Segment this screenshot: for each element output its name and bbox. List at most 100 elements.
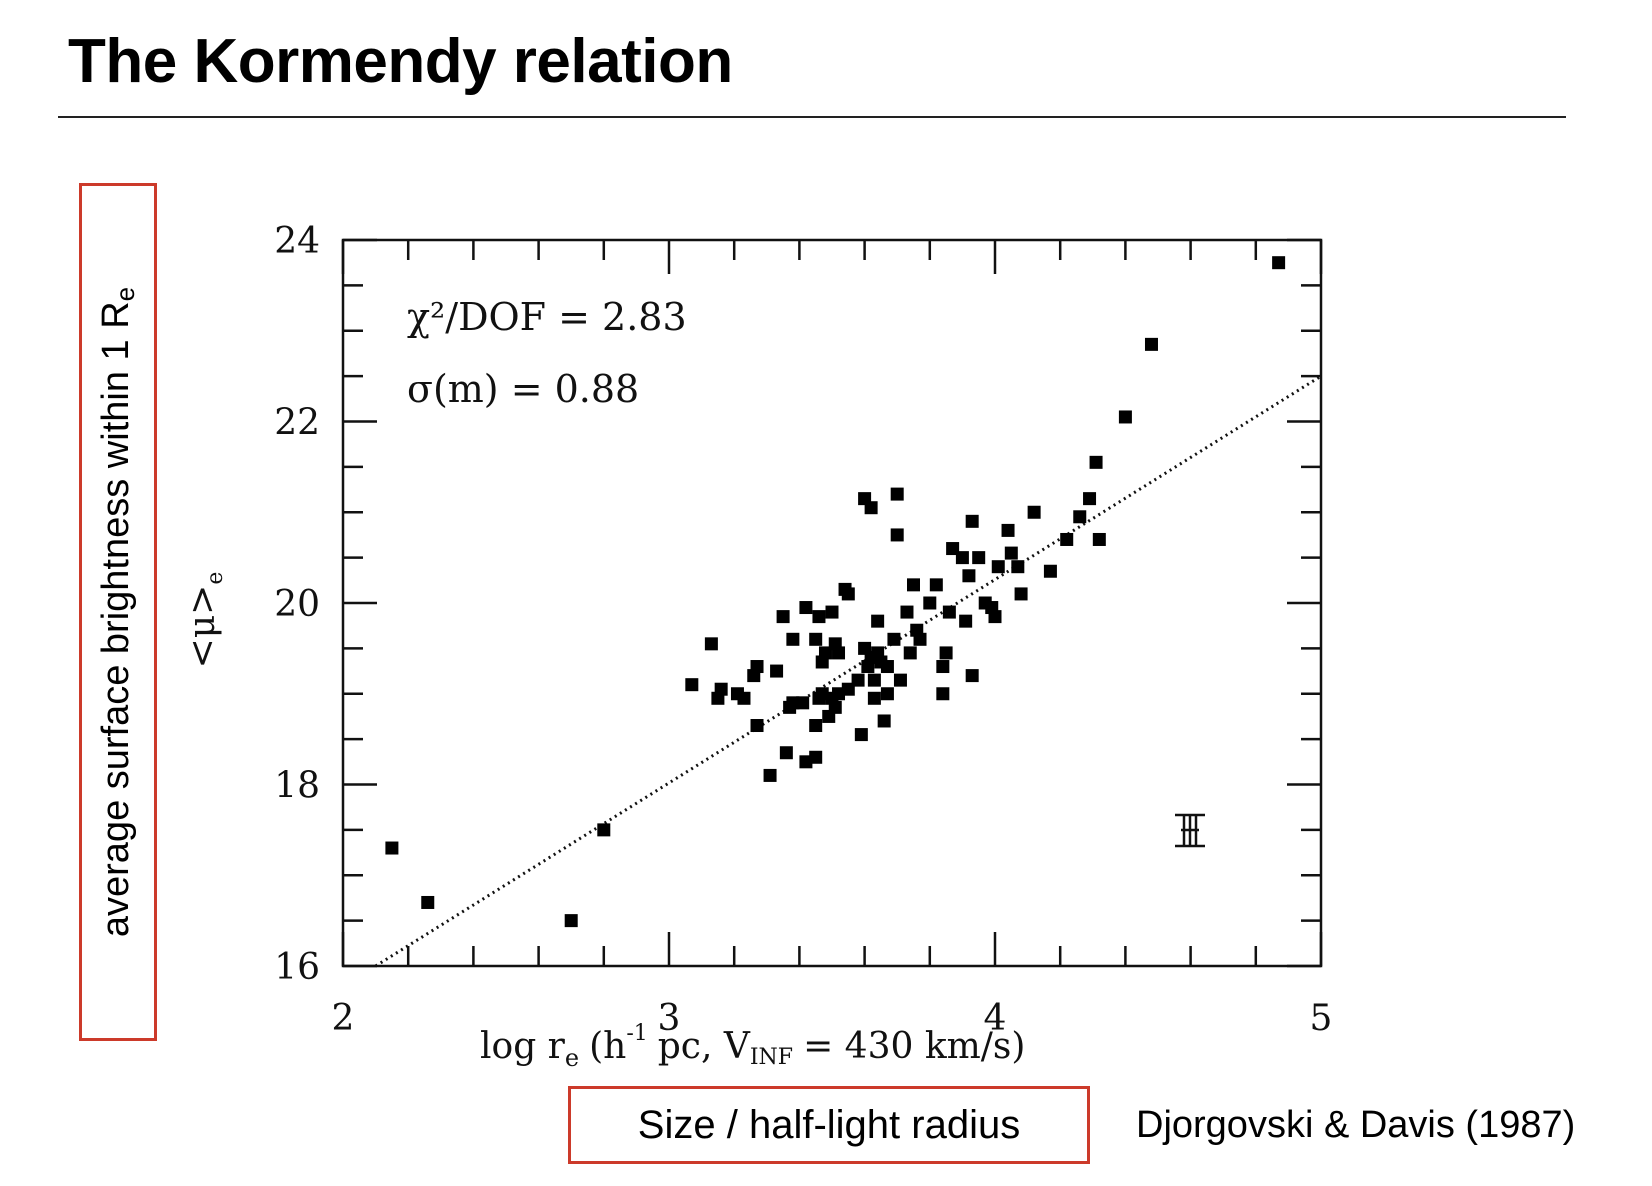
y-tick-label: 24 bbox=[274, 221, 320, 262]
y-axis-explanation-box: average surface brightness within 1 Re bbox=[79, 183, 157, 1041]
y-axis-label: <μ>e bbox=[182, 572, 228, 669]
data-point bbox=[939, 646, 953, 660]
data-point bbox=[907, 578, 920, 592]
data-point bbox=[737, 691, 751, 705]
data-point bbox=[880, 660, 894, 674]
data-point bbox=[832, 646, 846, 660]
data-point bbox=[867, 673, 881, 687]
data-point bbox=[959, 614, 973, 628]
axis-tick-labels: 2 3 4 5 16 18 20 22 24 bbox=[274, 221, 1332, 1039]
x-tick-label: 2 bbox=[332, 998, 355, 1039]
data-point bbox=[714, 682, 728, 696]
fit-line bbox=[374, 374, 1322, 968]
data-point bbox=[685, 678, 699, 692]
slide-title: The Kormendy relation bbox=[68, 27, 733, 96]
data-point bbox=[1004, 546, 1018, 560]
data-point bbox=[1118, 410, 1132, 424]
x-tick-label: 3 bbox=[658, 998, 681, 1039]
data-point bbox=[1089, 455, 1103, 469]
data-point bbox=[965, 514, 979, 528]
data-point bbox=[890, 487, 904, 501]
data-point bbox=[1001, 523, 1015, 537]
data-point bbox=[972, 551, 986, 565]
data-point bbox=[841, 682, 855, 696]
data-point bbox=[799, 601, 813, 615]
data-points bbox=[385, 256, 1286, 928]
data-point bbox=[818, 646, 832, 660]
data-point bbox=[799, 755, 813, 769]
data-point bbox=[750, 660, 764, 674]
data-point bbox=[825, 605, 839, 619]
data-point bbox=[871, 614, 885, 628]
data-point bbox=[421, 895, 435, 909]
error-bar-icon bbox=[1175, 813, 1205, 848]
data-point bbox=[832, 687, 846, 701]
data-point bbox=[779, 746, 793, 760]
y-tick-label: 22 bbox=[274, 403, 320, 444]
y-tick-label: 20 bbox=[274, 584, 320, 625]
data-point bbox=[955, 551, 969, 565]
data-point bbox=[704, 637, 718, 651]
data-point bbox=[1043, 564, 1057, 578]
data-point bbox=[880, 687, 894, 701]
data-point bbox=[854, 728, 868, 742]
x-axis-label: log re (h-1 pc, VINF = 430 km/s) bbox=[480, 1021, 1025, 1072]
x-tick-label: 4 bbox=[984, 998, 1007, 1039]
data-point bbox=[903, 646, 917, 660]
data-point bbox=[385, 841, 399, 855]
data-point bbox=[946, 542, 960, 556]
data-point bbox=[1272, 256, 1286, 270]
data-point bbox=[1144, 337, 1158, 351]
citation: Djorgovski & Davis (1987) bbox=[1136, 1104, 1576, 1146]
data-point bbox=[929, 578, 943, 592]
data-point bbox=[877, 714, 891, 728]
x-axis-explanation-label: Size / half-light radius bbox=[637, 1102, 1021, 1147]
x-axis-explanation-box: Size / half-light radius bbox=[568, 1086, 1090, 1164]
data-point bbox=[1011, 560, 1025, 574]
data-point bbox=[796, 696, 810, 710]
data-point bbox=[763, 768, 777, 782]
data-point bbox=[936, 687, 950, 701]
data-point bbox=[991, 560, 1005, 574]
data-point bbox=[893, 673, 907, 687]
data-point bbox=[867, 691, 881, 705]
axis-ticks bbox=[341, 238, 1323, 968]
y-tick-label: 18 bbox=[274, 766, 320, 807]
data-point bbox=[1073, 510, 1087, 524]
title-divider bbox=[58, 116, 1566, 118]
data-point bbox=[815, 687, 829, 701]
sigma-annotation: σ(m) = 0.88 bbox=[407, 367, 639, 411]
chi-square-annotation: χ²/DOF = 2.83 bbox=[407, 295, 687, 339]
data-point bbox=[809, 719, 823, 733]
data-point bbox=[809, 632, 823, 646]
data-point bbox=[1092, 532, 1106, 546]
data-point bbox=[1014, 587, 1028, 601]
data-point bbox=[786, 696, 800, 710]
data-point bbox=[942, 605, 956, 619]
data-point bbox=[841, 587, 855, 601]
data-point bbox=[1083, 492, 1097, 506]
data-point bbox=[988, 610, 1002, 624]
y-tick-label: 16 bbox=[274, 947, 320, 988]
data-point bbox=[900, 605, 914, 619]
data-point bbox=[597, 823, 611, 837]
data-point bbox=[851, 673, 865, 687]
data-point bbox=[786, 632, 800, 646]
data-point bbox=[923, 596, 937, 610]
data-point bbox=[913, 632, 927, 646]
data-point bbox=[564, 914, 578, 928]
data-point bbox=[750, 719, 764, 733]
data-point bbox=[809, 750, 823, 764]
data-point bbox=[962, 569, 976, 583]
data-point bbox=[812, 610, 826, 624]
data-point bbox=[1060, 532, 1074, 546]
plot-frame bbox=[341, 238, 1323, 968]
data-point bbox=[887, 632, 901, 646]
data-point bbox=[1027, 505, 1041, 519]
data-point bbox=[828, 700, 842, 714]
data-point bbox=[890, 528, 904, 542]
data-point bbox=[965, 669, 979, 683]
data-point bbox=[776, 610, 790, 624]
data-point bbox=[770, 664, 784, 678]
